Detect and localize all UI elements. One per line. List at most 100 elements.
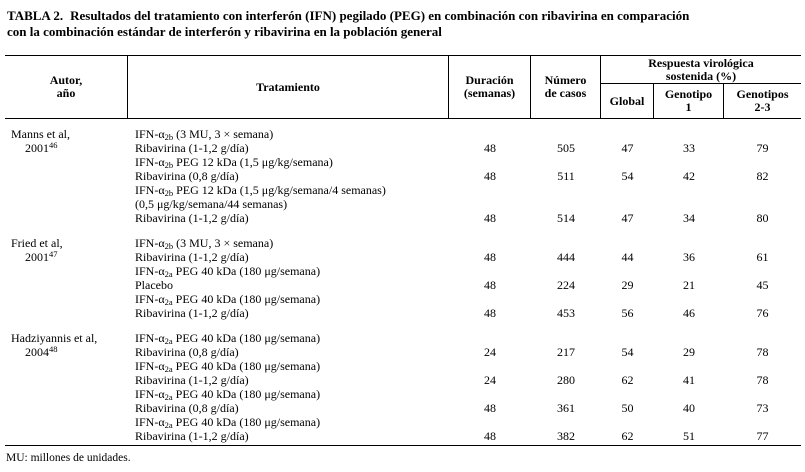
duration-cell: 24 [484, 373, 496, 387]
col-header-global: Global [601, 84, 654, 118]
svr-genotype1-cell: 40 [683, 401, 695, 415]
study-author-name: Hadziyannis et al, [11, 331, 98, 345]
table-title: TABLA 2. Resultados del tratamiento con i… [5, 8, 801, 40]
svr-genotype1-cell: 36 [683, 250, 695, 264]
svr-genotype23-cell: 77 [756, 429, 769, 443]
treatment-cell: Ribavirina (1-1,2 g/día) [135, 373, 249, 387]
col-header-genotype23-line2: 2-3 [754, 100, 771, 114]
treatment-cell: IFN-α2b PEG 12 kDa (1,5 μg/kg/semana) [135, 155, 333, 170]
duration-cell: 48 [484, 401, 496, 415]
svr-genotype23-cell: 73 [756, 401, 769, 415]
svr-genotype1-cell: 51 [683, 429, 695, 443]
treatment-cell: Ribavirina (1-1,2 g/día) [135, 250, 249, 264]
treatment-cell: Ribavirina (1-1,2 g/día) [135, 211, 249, 225]
svr-global-cell: 62 [621, 373, 634, 387]
col-header-cases: Número de casos [531, 56, 601, 118]
svr-global-cell: 50 [621, 401, 634, 415]
study-block: Manns et al, 200146 IFN-α2b (3 MU, 3 × sem… [5, 127, 801, 225]
treatment-cell: IFN-α2b (3 MU, 3 × semana) [135, 236, 274, 251]
study-author: Manns et al, 200146 [5, 127, 128, 155]
treatment-cell: IFN-α2a PEG 40 kDa (180 μg/semana) [135, 387, 321, 402]
duration-cell: 48 [484, 211, 496, 225]
svr-genotype1-cell: 34 [683, 211, 695, 225]
svr-genotype1-cell: 21 [683, 278, 695, 292]
cases-cell: 453 [557, 306, 575, 320]
cases-cell: 361 [557, 401, 575, 415]
cases-cell: 514 [557, 211, 575, 225]
title-line-1: TABLA 2. Resultados del tratamiento con i… [7, 8, 801, 24]
col-header-genotype1-line2: 1 [685, 100, 692, 114]
col-header-svr-spanner: Respuesta virológica sostenida (%) [601, 56, 801, 84]
study-year: 200448 [25, 344, 58, 359]
cases-cell: 280 [557, 373, 575, 387]
cases-cell: 511 [557, 169, 575, 183]
reference-superscript: 48 [49, 344, 58, 354]
svr-global-cell: 29 [621, 278, 634, 292]
svr-global-cell: 56 [621, 306, 634, 320]
title-text-1: Resultados del tratamiento con interferó… [70, 8, 690, 23]
col-header-global-label: Global [609, 93, 645, 108]
col-header-author-line1: Autor, [49, 73, 83, 87]
title-text-2: con la combinación estándar de interferó… [7, 24, 442, 39]
results-table: Autor, año Tratamiento Duración (semanas… [5, 55, 801, 446]
svr-genotype1-cell: 42 [683, 169, 695, 183]
treatment-cell: Placebo [135, 278, 173, 292]
cases-cell: 217 [557, 345, 575, 359]
svr-global-cell: 47 [621, 141, 634, 155]
svr-genotype1-cell: 29 [683, 345, 695, 359]
col-header-author: Autor, año [5, 56, 128, 118]
duration-cell: 48 [484, 429, 496, 443]
duration-cell: 48 [484, 250, 496, 264]
svr-genotype23-cell: 78 [756, 345, 769, 359]
col-header-svr-line2: sostenida (%) [665, 68, 737, 83]
treatment-cell: Ribavirina (0,8 g/día) [135, 169, 239, 183]
duration-cell: 48 [484, 169, 496, 183]
svr-genotype23-cell: 82 [756, 169, 769, 183]
reference-superscript: 46 [49, 140, 58, 150]
cases-cell: 224 [557, 278, 575, 292]
col-header-treatment: Tratamiento [128, 56, 449, 118]
study-author: Hadziyannis et al, 200448 [5, 331, 128, 359]
col-header-author-line2: año [56, 86, 76, 100]
treatment-cell: IFN-α2a PEG 40 kDa (180 μg/semana) [135, 359, 321, 374]
svr-genotype1-cell: 41 [683, 373, 695, 387]
treatment-cell: IFN-α2a PEG 40 kDa (180 μg/semana) [135, 331, 321, 346]
reference-superscript: 47 [49, 249, 58, 259]
col-header-duration-line1: Duración [465, 73, 514, 87]
study-author-name: Manns et al, [11, 127, 70, 141]
treatment-cell: IFN-α2b PEG 12 kDa (1,5 μg/kg/semana/4 s… [135, 183, 386, 198]
svr-genotype23-cell: 79 [756, 141, 769, 155]
treatment-cell: Ribavirina (1-1,2 g/día) [135, 141, 249, 155]
svr-global-cell: 54 [621, 345, 634, 359]
table-body: Manns et al, 200146 IFN-α2b (3 MU, 3 × sem… [5, 119, 801, 446]
treatment-cell: IFN-α2b (3 MU, 3 × semana) [135, 127, 274, 142]
table-header: Autor, año Tratamiento Duración (semanas… [5, 55, 801, 119]
study-author: Fried et al, 200147 [5, 236, 128, 264]
svr-genotype1-cell: 46 [683, 306, 695, 320]
treatment-cell: IFN-α2a PEG 40 kDa (180 μg/semana) [135, 292, 321, 307]
col-header-genotype1-line1: Genotipo [664, 87, 713, 101]
duration-cell: 24 [484, 345, 496, 359]
svr-global-cell: 62 [621, 429, 634, 443]
treatment-cell: (0,5 μg/kg/semana/44 semanas) [135, 197, 288, 211]
study-author-name: Fried et al, [11, 236, 63, 250]
treatment-cell: Ribavirina (0,8 g/día) [135, 401, 239, 415]
svr-genotype23-cell: 80 [756, 211, 769, 225]
study-year: 200146 [25, 140, 58, 155]
svr-genotype23-cell: 45 [756, 278, 769, 292]
study-year: 200147 [25, 249, 58, 264]
col-header-cases-line2: de casos [544, 86, 587, 100]
treatment-cell: IFN-α2a PEG 40 kDa (180 μg/semana) [135, 264, 321, 279]
svr-global-cell: 44 [621, 250, 634, 264]
treatment-cell: Ribavirina (1-1,2 g/día) [135, 429, 249, 443]
table-number-label: TABLA 2. [7, 8, 64, 23]
col-header-genotype23-line1: Genotipos [736, 87, 789, 101]
col-header-genotype23: Genotipos 2-3 [724, 84, 801, 118]
cases-cell: 382 [557, 429, 575, 443]
duration-cell: 48 [484, 306, 496, 320]
treatment-cell: IFN-α2a PEG 40 kDa (180 μg/semana) [135, 415, 321, 430]
treatment-cell: Ribavirina (1-1,2 g/día) [135, 306, 249, 320]
study-block: Fried et al, 200147 IFN-α2b (3 MU, 3 × sem… [5, 236, 801, 320]
duration-cell: 48 [484, 278, 496, 292]
